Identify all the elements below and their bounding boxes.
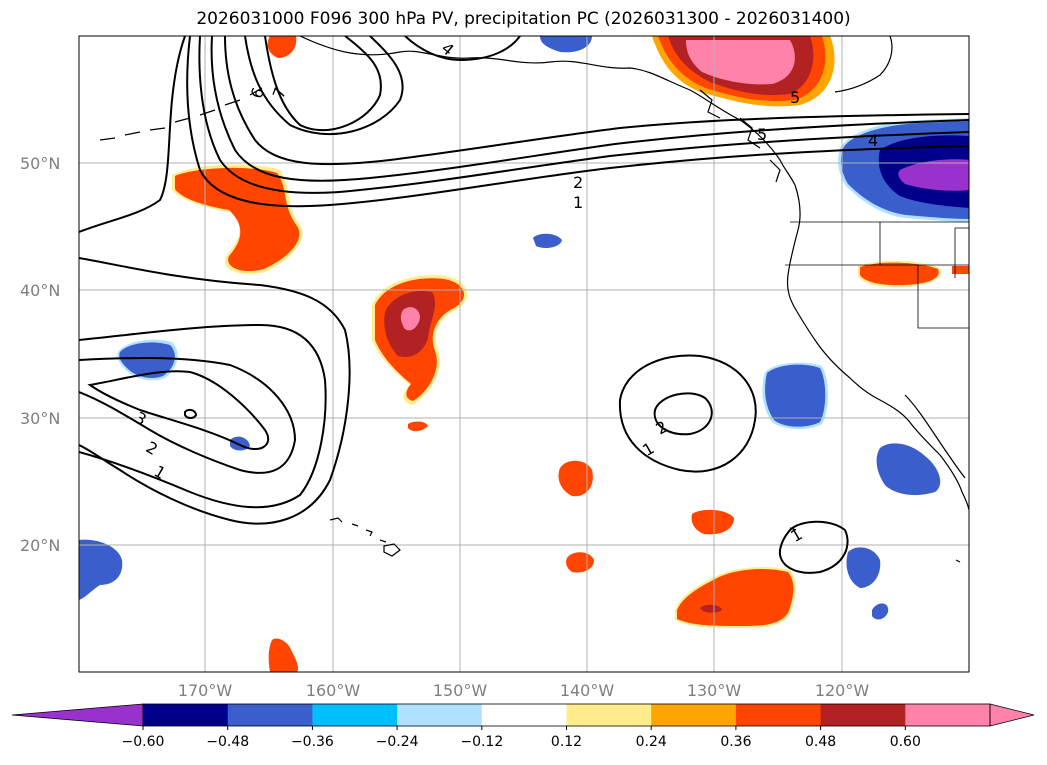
colorbar-segment bbox=[397, 704, 483, 726]
lat-label: 20°N bbox=[20, 536, 60, 555]
precip-area bbox=[860, 262, 939, 286]
precip-area bbox=[268, 638, 299, 672]
contour-line bbox=[79, 323, 327, 509]
map-frame bbox=[78, 35, 970, 673]
aleutian-islands bbox=[99, 87, 263, 141]
contour-line bbox=[184, 408, 198, 419]
colorbar-tick-label: 0.12 bbox=[551, 734, 582, 750]
map-background bbox=[79, 36, 969, 672]
colorbar-segment bbox=[651, 704, 737, 726]
lat-label: 30°N bbox=[20, 409, 60, 428]
precip-area bbox=[952, 266, 969, 274]
colorbar-segment bbox=[735, 704, 822, 726]
pv-contours bbox=[79, 36, 969, 574]
contour-line bbox=[264, 36, 382, 132]
alaska-coast bbox=[299, 36, 796, 186]
precip-area bbox=[686, 40, 795, 85]
canada-coast bbox=[834, 36, 893, 93]
contour-line bbox=[653, 392, 713, 436]
precip-positive-areas bbox=[172, 36, 969, 672]
colorbar-segment bbox=[227, 704, 313, 726]
colorbar-segment bbox=[820, 704, 906, 726]
longitude-labels: 170°W 160°W 150°W 140°W 130°W 120°W bbox=[178, 681, 870, 700]
us-west-coast bbox=[786, 184, 969, 511]
contour-line bbox=[198, 36, 969, 194]
coastlines bbox=[99, 36, 969, 563]
precip-area bbox=[267, 36, 297, 58]
figure-title: 2026031000 F096 300 hPa PV, precipitatio… bbox=[196, 9, 851, 29]
precip-area bbox=[898, 159, 969, 191]
colorbar-tick-label: 0.60 bbox=[890, 734, 921, 750]
precip-area bbox=[408, 421, 428, 432]
lat-label: 40°N bbox=[20, 281, 60, 300]
baja-coast bbox=[904, 394, 966, 479]
contour-line bbox=[79, 36, 186, 233]
contour-label: 1 bbox=[573, 193, 583, 212]
precip-area bbox=[540, 36, 592, 53]
precip-area bbox=[691, 509, 734, 535]
precip-area bbox=[533, 233, 562, 248]
contour-line bbox=[79, 257, 351, 525]
colorbar-extend-max bbox=[989, 703, 1035, 727]
colorbar-segment bbox=[312, 704, 398, 726]
colorbar: −0.60 −0.48 −0.36 −0.24 −0.12 0.12 0.24 0.36 0.4… bbox=[11, 703, 1035, 750]
lon-label: 170°W bbox=[178, 681, 233, 700]
precip-area bbox=[700, 604, 722, 613]
contour-line bbox=[186, 36, 969, 208]
contour-line bbox=[778, 520, 849, 574]
colorbar-tick-label: −0.36 bbox=[291, 734, 334, 750]
precip-area bbox=[876, 443, 941, 496]
colorbar-tick-label: −0.48 bbox=[206, 734, 249, 750]
colorbar-tick-label: 0.24 bbox=[636, 734, 667, 750]
latitude-labels: 50°N 40°N 30°N 20°N bbox=[20, 154, 60, 555]
lon-label: 160°W bbox=[306, 681, 361, 700]
colorbar-segment bbox=[566, 704, 652, 726]
colorbar-segment bbox=[143, 704, 229, 726]
precip-area bbox=[400, 307, 420, 331]
contour-label: 5 bbox=[757, 125, 767, 144]
precip-area bbox=[846, 547, 881, 588]
colorbar-tick-label: −0.60 bbox=[122, 734, 165, 750]
precip-area bbox=[175, 167, 300, 272]
colorbar-segment bbox=[481, 704, 567, 726]
lon-label: 120°W bbox=[815, 681, 870, 700]
colorbar-tick-label: −0.12 bbox=[460, 734, 503, 750]
precip-area bbox=[765, 364, 826, 427]
precip-area bbox=[119, 342, 175, 378]
contour-label: 2 bbox=[573, 173, 583, 192]
contour-line bbox=[244, 36, 404, 136]
contour-line bbox=[87, 370, 270, 450]
precip-area bbox=[558, 460, 593, 497]
contour-label: 5 bbox=[790, 88, 800, 107]
lon-label: 150°W bbox=[433, 681, 488, 700]
colorbar-extend-min bbox=[11, 703, 144, 727]
contour-label: 4 bbox=[868, 131, 878, 150]
lon-label: 130°W bbox=[687, 681, 742, 700]
contour-line bbox=[224, 36, 969, 166]
lat-label: 50°N bbox=[20, 154, 60, 173]
hawaii bbox=[329, 517, 401, 557]
precip-area bbox=[79, 539, 123, 600]
contour-line bbox=[210, 36, 969, 182]
contour-line bbox=[404, 36, 521, 62]
colorbar-tick-label: 0.36 bbox=[720, 734, 751, 750]
graticule bbox=[79, 36, 969, 672]
precip-area bbox=[872, 603, 889, 620]
contour-line bbox=[79, 356, 297, 474]
colorbar-segment bbox=[905, 704, 991, 726]
precip-negative-areas bbox=[79, 36, 969, 620]
colorbar-tick-label: 0.48 bbox=[805, 734, 836, 750]
lon-label: 140°W bbox=[560, 681, 615, 700]
state-borders bbox=[785, 221, 969, 329]
contour-line bbox=[618, 354, 757, 473]
colorbar-tick-label: −0.24 bbox=[376, 734, 419, 750]
